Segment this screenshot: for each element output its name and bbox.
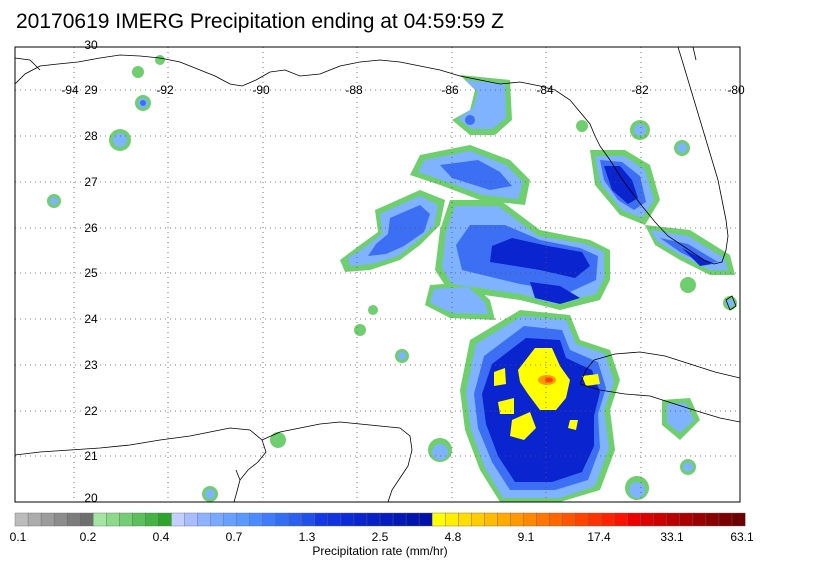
colorbar-swatch [627,512,642,527]
colorbar-swatch [79,512,94,527]
colorbar-tick-label: 1.3 [299,530,316,544]
colorbar-swatch [705,512,720,527]
colorbar-swatch [588,512,603,527]
colorbar-swatch [731,512,746,527]
colorbar-swatch [249,512,264,527]
colorbar-tick-label: 17.4 [587,530,611,544]
colorbar-swatch [14,512,29,527]
colorbar-swatch [314,512,329,527]
colorbar-swatch [171,512,185,527]
colorbar-tick-label: 0.2 [80,530,97,544]
lat-label: 21 [84,449,98,463]
lon-label: -90 [252,83,270,97]
colorbar-swatch [562,512,577,527]
colorbar-swatch [497,512,511,527]
lon-label: -88 [345,83,363,97]
lat-label: 28 [84,129,98,143]
colorbar-swatch [53,512,68,527]
colorbar-swatch [197,512,212,527]
lat-label: 23 [84,358,98,372]
longitude-labels: -94 -92 -90 -88 -86 -84 -82 -80 [61,83,745,97]
colorbar-swatch [692,512,707,527]
colorbar-label: Precipitation rate (mm/hr) [312,544,448,558]
colorbar-swatch [275,512,290,527]
colorbar-swatch [262,512,277,527]
colorbar-swatch [210,512,225,527]
colorbar-swatch [158,512,172,527]
colorbar-swatch [66,512,81,527]
map-frame [14,46,741,503]
colorbar-swatch [640,512,655,527]
colorbar-tick-labels: 0.1 0.2 0.4 0.7 1.3 2.5 4.8 9.1 17.4 33.1 63.1 [10,530,754,544]
lat-label: 22 [84,404,98,418]
coastlines [15,47,740,502]
colorbar-swatch [679,512,694,527]
colorbar-swatch [93,512,107,527]
colorbar-tick-label: 63.1 [730,530,754,544]
lat-label: 20 [84,491,98,505]
latitude-labels: 30 29 28 27 26 25 24 23 22 21 20 [84,38,98,505]
colorbar-swatch [601,512,616,527]
colorbar-swatch [145,512,159,527]
colorbar [14,512,746,527]
colorbar-tick-label: 0.1 [10,530,27,544]
colorbar-swatch [718,512,733,527]
precipitation-field [47,55,737,502]
colorbar-swatch [392,512,407,527]
colorbar-swatch [184,512,199,527]
colorbar-swatch [431,512,446,527]
colorbar-swatch [484,512,498,527]
colorbar-swatch [471,512,485,527]
lat-label: 25 [84,266,98,280]
colorbar-swatch [549,512,564,527]
colorbar-swatch [366,512,381,527]
colorbar-tick-label: 2.5 [372,530,389,544]
colorbar-swatch [418,512,433,527]
lon-label: -86 [441,83,459,97]
lon-label: -94 [61,83,79,97]
colorbar-swatch [458,512,472,527]
colorbar-swatch [132,512,146,527]
lat-label: 29 [84,83,98,97]
colorbar-tick-label: 4.8 [445,530,462,544]
colorbar-swatch [223,512,238,527]
lat-label: 30 [84,38,98,52]
lat-label: 27 [84,175,98,189]
colorbar-tick-label: 9.1 [518,530,535,544]
colorbar-swatch [575,512,590,527]
colorbar-swatch [666,512,681,527]
colorbar-swatch [379,512,394,527]
colorbar-swatch [614,512,629,527]
colorbar-swatch [40,512,55,527]
colorbar-swatch [510,512,524,527]
colorbar-tick-label: 0.4 [153,530,170,544]
colorbar-swatch [353,512,368,527]
colorbar-swatch [523,512,537,527]
colorbar-swatch [327,512,342,527]
colorbar-tick-label: 33.1 [660,530,684,544]
colorbar-swatch [536,512,550,527]
colorbar-swatch [301,512,316,527]
colorbar-swatch [236,512,251,527]
colorbar-swatch [340,512,355,527]
lon-label: -92 [156,83,174,97]
colorbar-swatch [653,512,668,527]
colorbar-swatch [405,512,420,527]
lon-label: -84 [536,83,554,97]
lon-label: -80 [727,83,745,97]
lat-label: 24 [84,312,98,326]
colorbar-swatch [27,512,42,527]
colorbar-swatch [444,512,459,527]
colorbar-swatch [288,512,303,527]
colorbar-swatch [106,512,120,527]
colorbar-swatch [119,512,133,527]
map-title: 20170619 IMERG Precipitation ending at 0… [16,10,504,33]
lon-label: -82 [631,83,649,97]
gridlines [15,47,740,502]
lat-label: 26 [84,221,98,235]
colorbar-tick-label: 0.7 [226,530,243,544]
